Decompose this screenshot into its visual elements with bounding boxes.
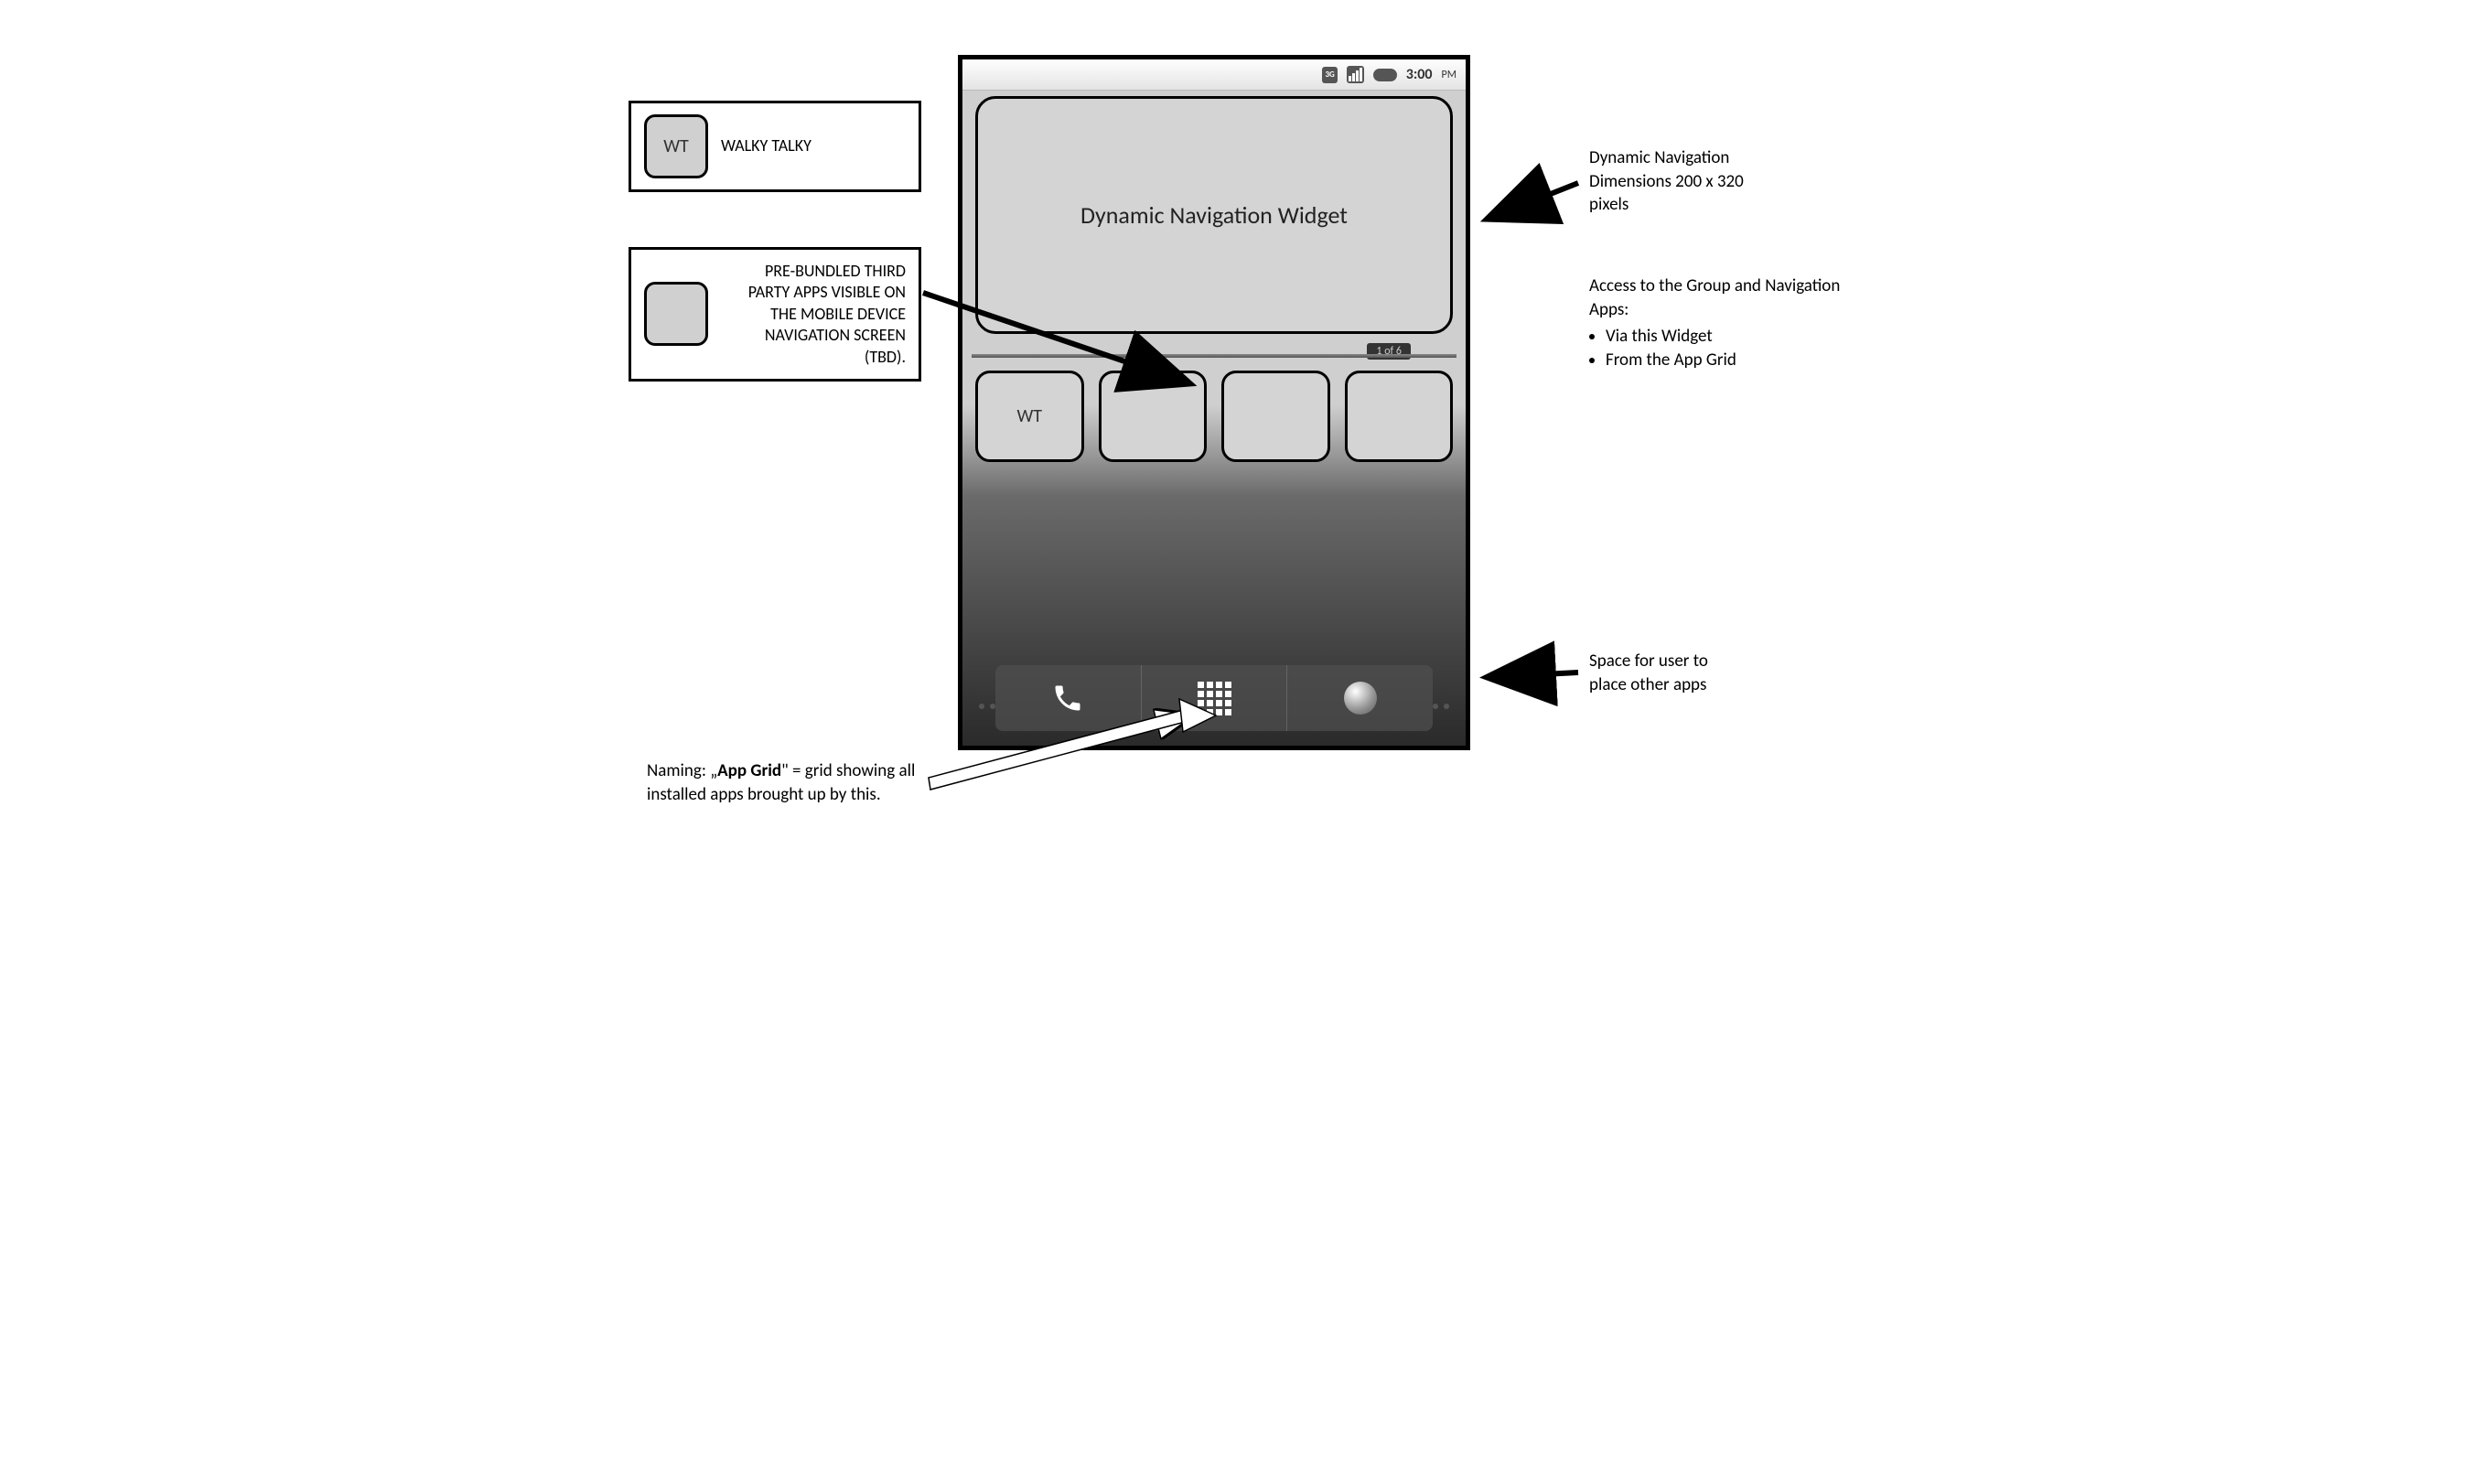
annot-access-heading: Access to the Group and Navigation Apps:	[1589, 274, 1845, 321]
wt-chip-label: WT	[663, 135, 689, 157]
annotation-access: Access to the Group and Navigation Apps:…	[1589, 274, 1845, 372]
annot-space-l2: place other apps	[1589, 673, 1827, 697]
legend-prebundled: PRE-BUNDLED THIRD PARTY APPS VISIBLE ON …	[629, 247, 921, 382]
app-slot-4[interactable]	[1345, 371, 1454, 462]
phone-icon	[1051, 682, 1084, 715]
dock	[995, 665, 1433, 731]
widget-title: Dynamic Navigation Widget	[1080, 200, 1348, 230]
annot-appgrid-bold: App Grid	[717, 760, 781, 781]
status-pm: PM	[1442, 69, 1456, 81]
annotation-space: Space for user to place other apps	[1589, 650, 1827, 696]
annot-space-l1: Space for user to	[1589, 650, 1827, 673]
page-dots-left-icon	[979, 704, 995, 709]
app-slot-3[interactable]	[1221, 371, 1330, 462]
phone-mockup: 3G 3:00 PM Dynamic Navigation Widget 1 o…	[958, 55, 1470, 750]
diagram-canvas: WT WALKY TALKY PRE-BUNDLED THIRD PARTY A…	[564, 37, 1919, 860]
annot-dims-l2: Dimensions 200 x 320	[1589, 170, 1827, 194]
annot-access-b2: From the App Grid	[1606, 349, 1845, 372]
legend-wt-label: WALKY TALKY	[721, 135, 812, 156]
shelf-divider	[972, 354, 1456, 358]
wt-chip-icon: WT	[644, 114, 708, 178]
dynamic-navigation-widget[interactable]: Dynamic Navigation Widget	[975, 96, 1453, 334]
annot-appgrid-prefix: Naming: „	[647, 760, 717, 781]
status-time: 3:00	[1406, 66, 1433, 83]
legend-walky-talky: WT WALKY TALKY	[629, 101, 921, 192]
legend-prebundled-label: PRE-BUNDLED THIRD PARTY APPS VISIBLE ON …	[721, 261, 906, 368]
annotation-dimensions: Dynamic Navigation Dimensions 200 x 320 …	[1589, 146, 1827, 217]
globe-icon	[1344, 682, 1377, 715]
dock-phone-button[interactable]	[995, 665, 1142, 731]
annot-dims-l1: Dynamic Navigation	[1589, 146, 1827, 170]
app-slot-2[interactable]	[1099, 371, 1208, 462]
blank-chip-icon	[644, 282, 708, 346]
arrow-dimensions	[1490, 183, 1578, 218]
battery-icon	[1373, 69, 1397, 81]
signal-icon	[1347, 66, 1364, 83]
arrow-space	[1490, 672, 1578, 677]
prebundled-app-row: WT	[975, 371, 1453, 462]
status-bar: 3G 3:00 PM	[962, 59, 1466, 91]
phone-body: Dynamic Navigation Widget 1 of 6 WT	[962, 91, 1466, 746]
network-3g-icon: 3G	[1322, 67, 1337, 83]
annot-access-list: Via this Widget From the App Grid	[1589, 325, 1845, 371]
app-wt[interactable]: WT	[975, 371, 1084, 462]
dock-appgrid-button[interactable]	[1142, 665, 1288, 731]
app-grid-icon	[1198, 682, 1231, 715]
app-wt-label: WT	[1016, 405, 1042, 427]
page-dots-right-icon	[1433, 704, 1449, 709]
annot-dims-l3: pixels	[1589, 193, 1827, 217]
annot-access-b1: Via this Widget	[1606, 325, 1845, 349]
dock-browser-button[interactable]	[1287, 665, 1433, 731]
annotation-appgrid-naming: Naming: „App Grid" = grid showing all in…	[647, 759, 940, 806]
